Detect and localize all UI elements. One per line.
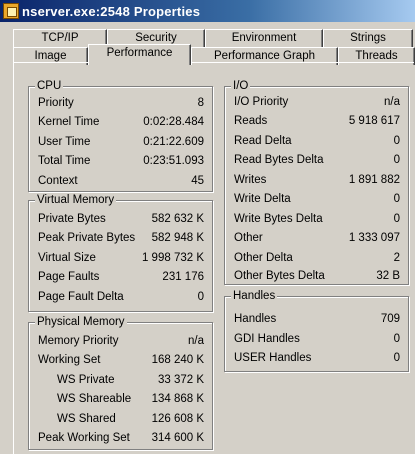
handles-group-title: Handles <box>231 290 278 303</box>
tab-environment[interactable]: Environment <box>205 29 323 47</box>
pm-row-ws-shared: WS Shared 126 608 K <box>57 413 204 425</box>
tab-security[interactable]: Security <box>107 29 205 47</box>
pm-row-working-set: Working Set 168 240 K <box>38 354 204 366</box>
tab-performance-graph[interactable]: Performance Graph <box>191 47 338 65</box>
cpu-group: CPU Priority 8 Kernel Time 0:02:28.484 U… <box>28 80 213 192</box>
io-row-reads: Reads 5 918 617 <box>234 115 400 127</box>
pm-row-ws-private: WS Private 33 372 K <box>57 374 204 386</box>
handles-row-handles: Handles 709 <box>234 313 400 325</box>
io-row-other: Other 1 333 097 <box>234 232 400 244</box>
cpu-row-priority: Priority 8 <box>38 97 204 109</box>
process-icon <box>3 3 19 19</box>
cpu-row-total-time: Total Time 0:23:51.093 <box>38 155 204 167</box>
io-row-write-bytes-delta: Write Bytes Delta 0 <box>234 213 400 225</box>
vm-row-page-fault-delta: Page Fault Delta 0 <box>38 291 204 303</box>
vm-row-page-faults: Page Faults 231 176 <box>38 271 204 283</box>
io-row-other-delta: Other Delta 2 <box>234 252 400 264</box>
physical-memory-group-title: Physical Memory <box>35 316 127 329</box>
vm-row-peak-private-bytes: Peak Private Bytes 582 948 K <box>38 232 204 244</box>
tab-threads[interactable]: Threads <box>338 47 415 65</box>
pm-row-ws-shareable: WS Shareable 134 868 K <box>57 393 204 405</box>
io-row-other-bytes-delta: Other Bytes Delta 32 B <box>234 270 400 282</box>
io-group-title: I/O <box>231 80 251 93</box>
performance-panel <box>13 62 414 454</box>
window-title: nserver.exe:2548 Properties <box>22 3 201 19</box>
title-bar[interactable]: nserver.exe:2548 Properties <box>0 0 415 22</box>
tab-image[interactable]: Image <box>13 47 88 65</box>
pm-row-memory-priority: Memory Priority n/a <box>38 335 204 347</box>
io-row-read-delta: Read Delta 0 <box>234 135 400 147</box>
tab-tcpip[interactable]: TCP/IP <box>13 29 107 47</box>
io-row-writes: Writes 1 891 882 <box>234 174 400 186</box>
handles-group: Handles Handles 709 GDI Handles 0 USER H… <box>224 290 409 372</box>
tab-strings[interactable]: Strings <box>323 29 413 47</box>
handles-row-user-handles: USER Handles 0 <box>234 352 400 364</box>
cpu-row-context: Context 45 <box>38 175 204 187</box>
io-row-io-priority: I/O Priority n/a <box>234 96 400 108</box>
virtual-memory-group-title: Virtual Memory <box>35 194 117 207</box>
cpu-group-title: CPU <box>35 80 64 93</box>
io-row-read-bytes-delta: Read Bytes Delta 0 <box>234 154 400 166</box>
pm-row-peak-working-set: Peak Working Set 314 600 K <box>38 432 204 444</box>
vm-row-private-bytes: Private Bytes 582 632 K <box>38 213 204 225</box>
tab-performance[interactable]: Performance <box>88 44 191 65</box>
vm-row-virtual-size: Virtual Size 1 998 732 K <box>38 252 204 264</box>
io-row-write-delta: Write Delta 0 <box>234 193 400 205</box>
cpu-row-kernel-time: Kernel Time 0:02:28.484 <box>38 116 204 128</box>
handles-row-gdi-handles: GDI Handles 0 <box>234 333 400 345</box>
virtual-memory-group: Virtual Memory Private Bytes 582 632 K P… <box>28 194 213 312</box>
io-group: I/O I/O Priority n/a Reads 5 918 617 Rea… <box>224 80 409 285</box>
physical-memory-group: Physical Memory Memory Priority n/a Work… <box>28 316 213 450</box>
cpu-row-user-time: User Time 0:21:22.609 <box>38 136 204 148</box>
